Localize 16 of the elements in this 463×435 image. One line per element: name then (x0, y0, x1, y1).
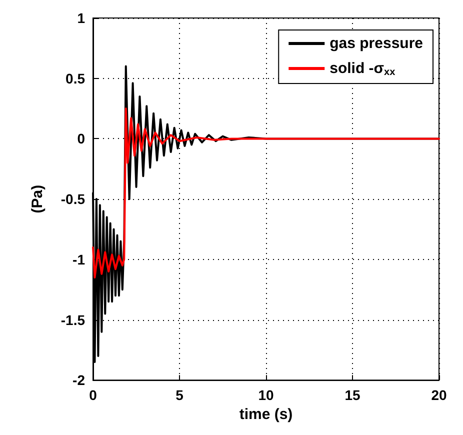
x-tick-label: 0 (89, 387, 98, 404)
y-tick-label: -1.5 (60, 312, 86, 328)
y-axis-title: (Pa) (29, 184, 46, 214)
y-tick-label: 0 (77, 130, 86, 147)
legend-label: gas pressure (330, 35, 424, 52)
y-tick-label: 0.5 (66, 70, 86, 86)
x-tick-label: 5 (176, 387, 184, 404)
x-tick-label: 20 (431, 387, 447, 404)
y-tick-label: -2 (72, 372, 86, 388)
line-series (92, 108, 440, 279)
x-tick-label: 15 (344, 387, 360, 404)
x-tick-label: 10 (258, 387, 274, 404)
y-tick-label: -0.5 (60, 191, 86, 208)
y-tick-label: 1 (77, 10, 86, 26)
x-axis-title: time (s) (239, 406, 293, 423)
y-tick-label: -1 (72, 251, 86, 268)
